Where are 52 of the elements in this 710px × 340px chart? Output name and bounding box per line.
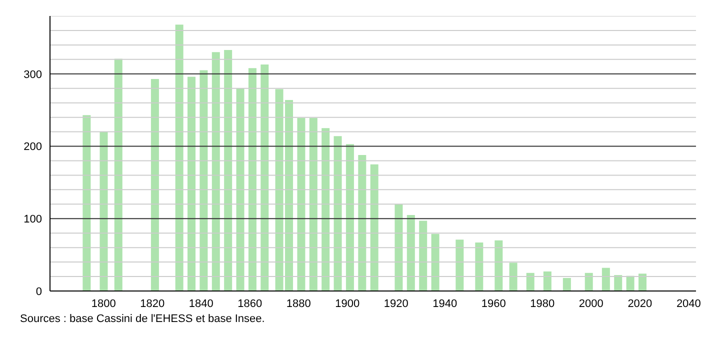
bar <box>494 240 503 291</box>
bar <box>358 154 366 291</box>
bar <box>562 278 571 291</box>
x-tick-label: 2020 <box>628 298 652 310</box>
bar <box>297 118 306 291</box>
bar <box>584 272 593 291</box>
bar <box>150 78 159 291</box>
x-tick-label: 1880 <box>286 298 311 310</box>
bar <box>322 128 330 291</box>
bar <box>419 220 428 291</box>
bar <box>370 164 378 291</box>
x-tick-label: 1900 <box>335 298 360 310</box>
bar <box>100 132 108 291</box>
x-tick-label: 1860 <box>238 298 262 310</box>
bar <box>638 274 646 291</box>
bar <box>188 76 196 291</box>
bar <box>406 215 415 291</box>
x-tick-label: 1960 <box>481 298 506 310</box>
bar <box>175 24 184 291</box>
bar <box>475 242 484 291</box>
x-tick-label: 1820 <box>140 298 165 310</box>
bar <box>224 50 232 291</box>
x-tick-label: 1800 <box>91 298 116 310</box>
bar <box>114 58 122 291</box>
x-tick-label: 1940 <box>432 298 458 310</box>
bar <box>431 234 440 291</box>
bar <box>200 70 208 291</box>
bar <box>456 240 464 291</box>
bar <box>614 275 622 291</box>
x-tick-label: 1840 <box>188 298 214 310</box>
x-tick-label: 2000 <box>578 298 604 310</box>
bar <box>212 52 220 291</box>
bar <box>526 272 534 291</box>
x-tick-label: 2040 <box>676 298 701 310</box>
bar <box>394 204 403 291</box>
bar <box>82 115 91 291</box>
source-note: Sources : base Cassini de l'EHESS et base Insee. <box>20 313 266 325</box>
x-tick-label: 1980 <box>530 298 555 310</box>
bar <box>602 268 610 291</box>
y-tick-label: 100 <box>24 214 42 226</box>
bar <box>309 118 318 291</box>
bar <box>543 271 552 291</box>
y-tick-label: 200 <box>24 141 42 154</box>
bar <box>346 144 354 291</box>
y-tick-label: 0 <box>36 286 42 298</box>
bar <box>236 88 244 291</box>
bar <box>248 68 256 291</box>
bar <box>334 136 342 291</box>
y-tick-label: 300 <box>24 68 42 81</box>
x-tick-label: 1920 <box>384 298 408 310</box>
bar <box>509 262 518 291</box>
bar <box>260 64 269 291</box>
